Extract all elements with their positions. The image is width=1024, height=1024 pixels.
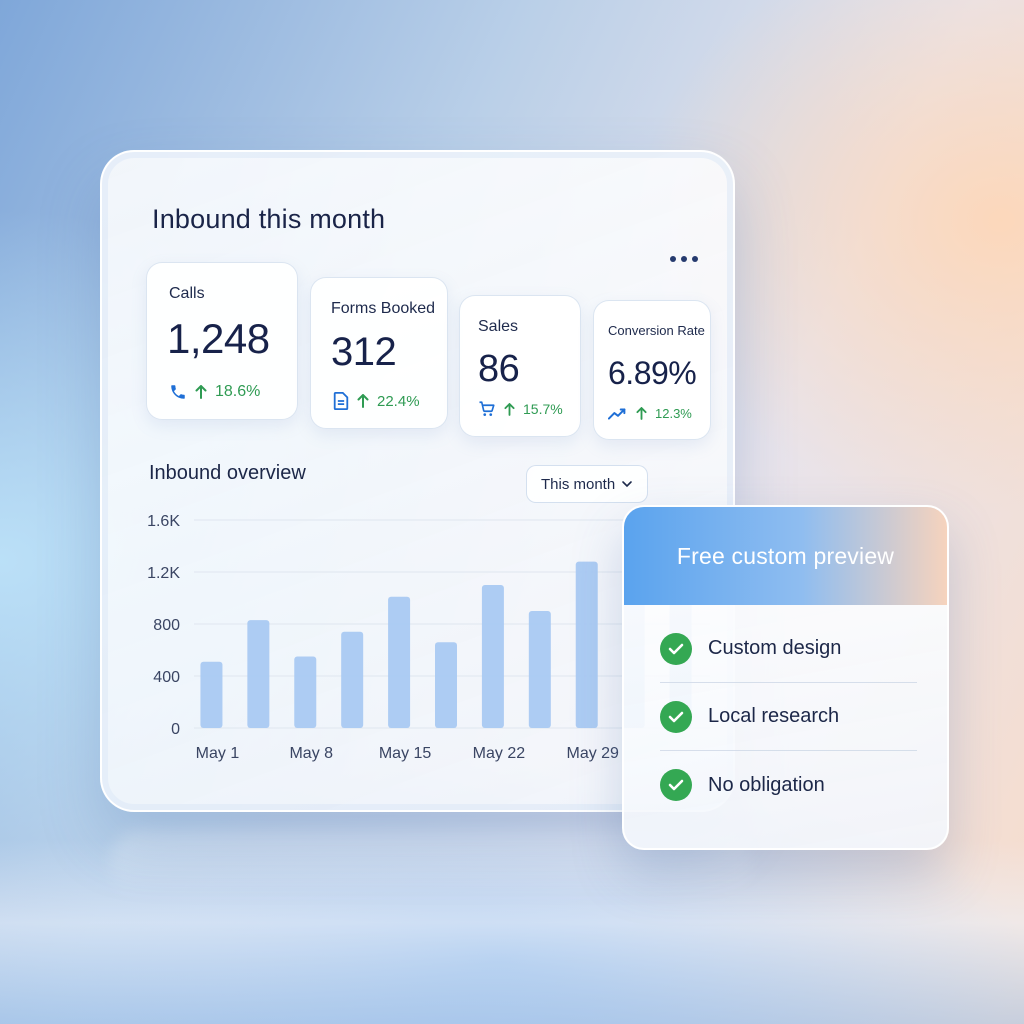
range-select-value: This month (541, 475, 616, 493)
delta-value: 22.4% (377, 392, 420, 410)
y-tick-label: 400 (153, 669, 180, 686)
y-tick-label: 1.2K (147, 565, 180, 582)
range-select[interactable]: This month (526, 465, 648, 503)
more-horizontal-icon[interactable] (667, 252, 701, 266)
stat-value: 6.89% (608, 355, 697, 391)
chevron-down-icon (622, 481, 632, 488)
x-tick-label: May 29 (566, 745, 619, 762)
check-circle-icon (660, 769, 692, 801)
chart-bar (435, 642, 457, 728)
promo-item-custom-design: Custom design (660, 615, 917, 683)
chart-bar (575, 561, 598, 728)
promo-title: Free custom preview (676, 542, 895, 569)
chart-bar (294, 656, 317, 728)
chart-bar (341, 631, 364, 728)
chart-bar (247, 620, 270, 728)
stat-delta: 22.4% (333, 392, 420, 410)
overview-title: Inbound overview (149, 462, 306, 484)
stat-label: Sales (478, 318, 519, 335)
stat-delta: 18.6% (169, 383, 260, 401)
x-tick-label: May 22 (473, 745, 526, 762)
dashboard-title: Inbound this month (152, 204, 386, 234)
document-icon (333, 392, 349, 410)
arrow-up-icon (195, 385, 207, 399)
promo-list: Custom design Local research No obligati… (624, 605, 947, 819)
phone-icon (171, 385, 185, 399)
x-tick-label: May 1 (196, 745, 240, 762)
stat-delta: 12.3% (608, 406, 692, 421)
promo-item-label: Custom design (708, 637, 842, 659)
y-tick-label: 1.6K (147, 513, 180, 530)
stat-label: Forms Booked (331, 300, 436, 317)
stat-card-forms-booked[interactable]: Forms Booked 312 22.4% (310, 277, 448, 429)
stat-value: 312 (331, 330, 397, 374)
promo-item-no-obligation: No obligation (660, 751, 917, 819)
stat-delta: 15.7% (478, 400, 563, 418)
stat-value: 86 (478, 348, 520, 390)
check-circle-icon (660, 632, 692, 665)
promo-header: Free custom preview (624, 507, 947, 605)
delta-value: 15.7% (523, 401, 563, 417)
arrow-up-icon (357, 394, 369, 408)
chart-bar (388, 596, 411, 728)
arrow-up-icon (636, 407, 647, 420)
cart-icon (479, 401, 495, 416)
stat-card-conversion-rate[interactable]: Conversion Rate 6.89% 12.3% (593, 300, 711, 440)
background-floor-glow (0, 840, 1024, 1024)
stat-label: Calls (169, 285, 205, 302)
free-preview-card[interactable]: Free custom preview Custom design Local … (622, 505, 949, 850)
promo-item-label: No obligation (708, 773, 825, 796)
stat-card-sales[interactable]: Sales 86 15.7% (459, 295, 581, 437)
x-tick-label: May 15 (379, 745, 432, 762)
y-tick-label: 0 (171, 721, 180, 738)
check-circle-icon (660, 700, 692, 733)
trend-icon (608, 407, 626, 420)
arrow-up-icon (504, 402, 515, 416)
stat-label: Conversion Rate (608, 323, 705, 338)
promo-item-label: Local research (708, 705, 840, 727)
delta-value: 12.3% (655, 406, 692, 421)
chart-bar (528, 611, 551, 728)
stat-card-calls[interactable]: Calls 1,248 18.6% (146, 262, 298, 420)
y-tick-label: 800 (153, 617, 180, 634)
chart-bar (200, 661, 223, 728)
x-tick-label: May 8 (289, 745, 333, 762)
delta-value: 18.6% (215, 383, 261, 400)
stat-value: 1,248 (167, 315, 270, 362)
chart-bar (481, 585, 504, 728)
promo-item-local-research: Local research (660, 683, 917, 751)
